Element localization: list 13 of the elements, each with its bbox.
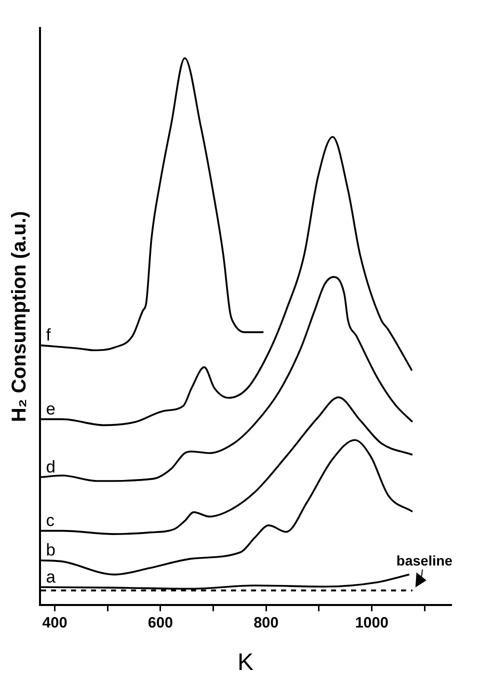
series-label: a: [46, 567, 56, 586]
series-label: f: [46, 326, 52, 345]
series-label: e: [46, 399, 56, 418]
x-tick-label: 400: [42, 614, 68, 632]
y-axis-title: H₂ Consumption (a.u.): [8, 211, 31, 422]
annotation: baseline: [396, 552, 453, 568]
series-label: b: [46, 540, 56, 560]
x-tick-label: 800: [254, 614, 279, 632]
x-tick-label: 1000: [355, 614, 388, 632]
series-label: c: [46, 510, 56, 530]
series-label: d: [46, 457, 56, 476]
x-tick-label: 600: [148, 614, 173, 632]
x-axis-title: K: [237, 649, 254, 676]
